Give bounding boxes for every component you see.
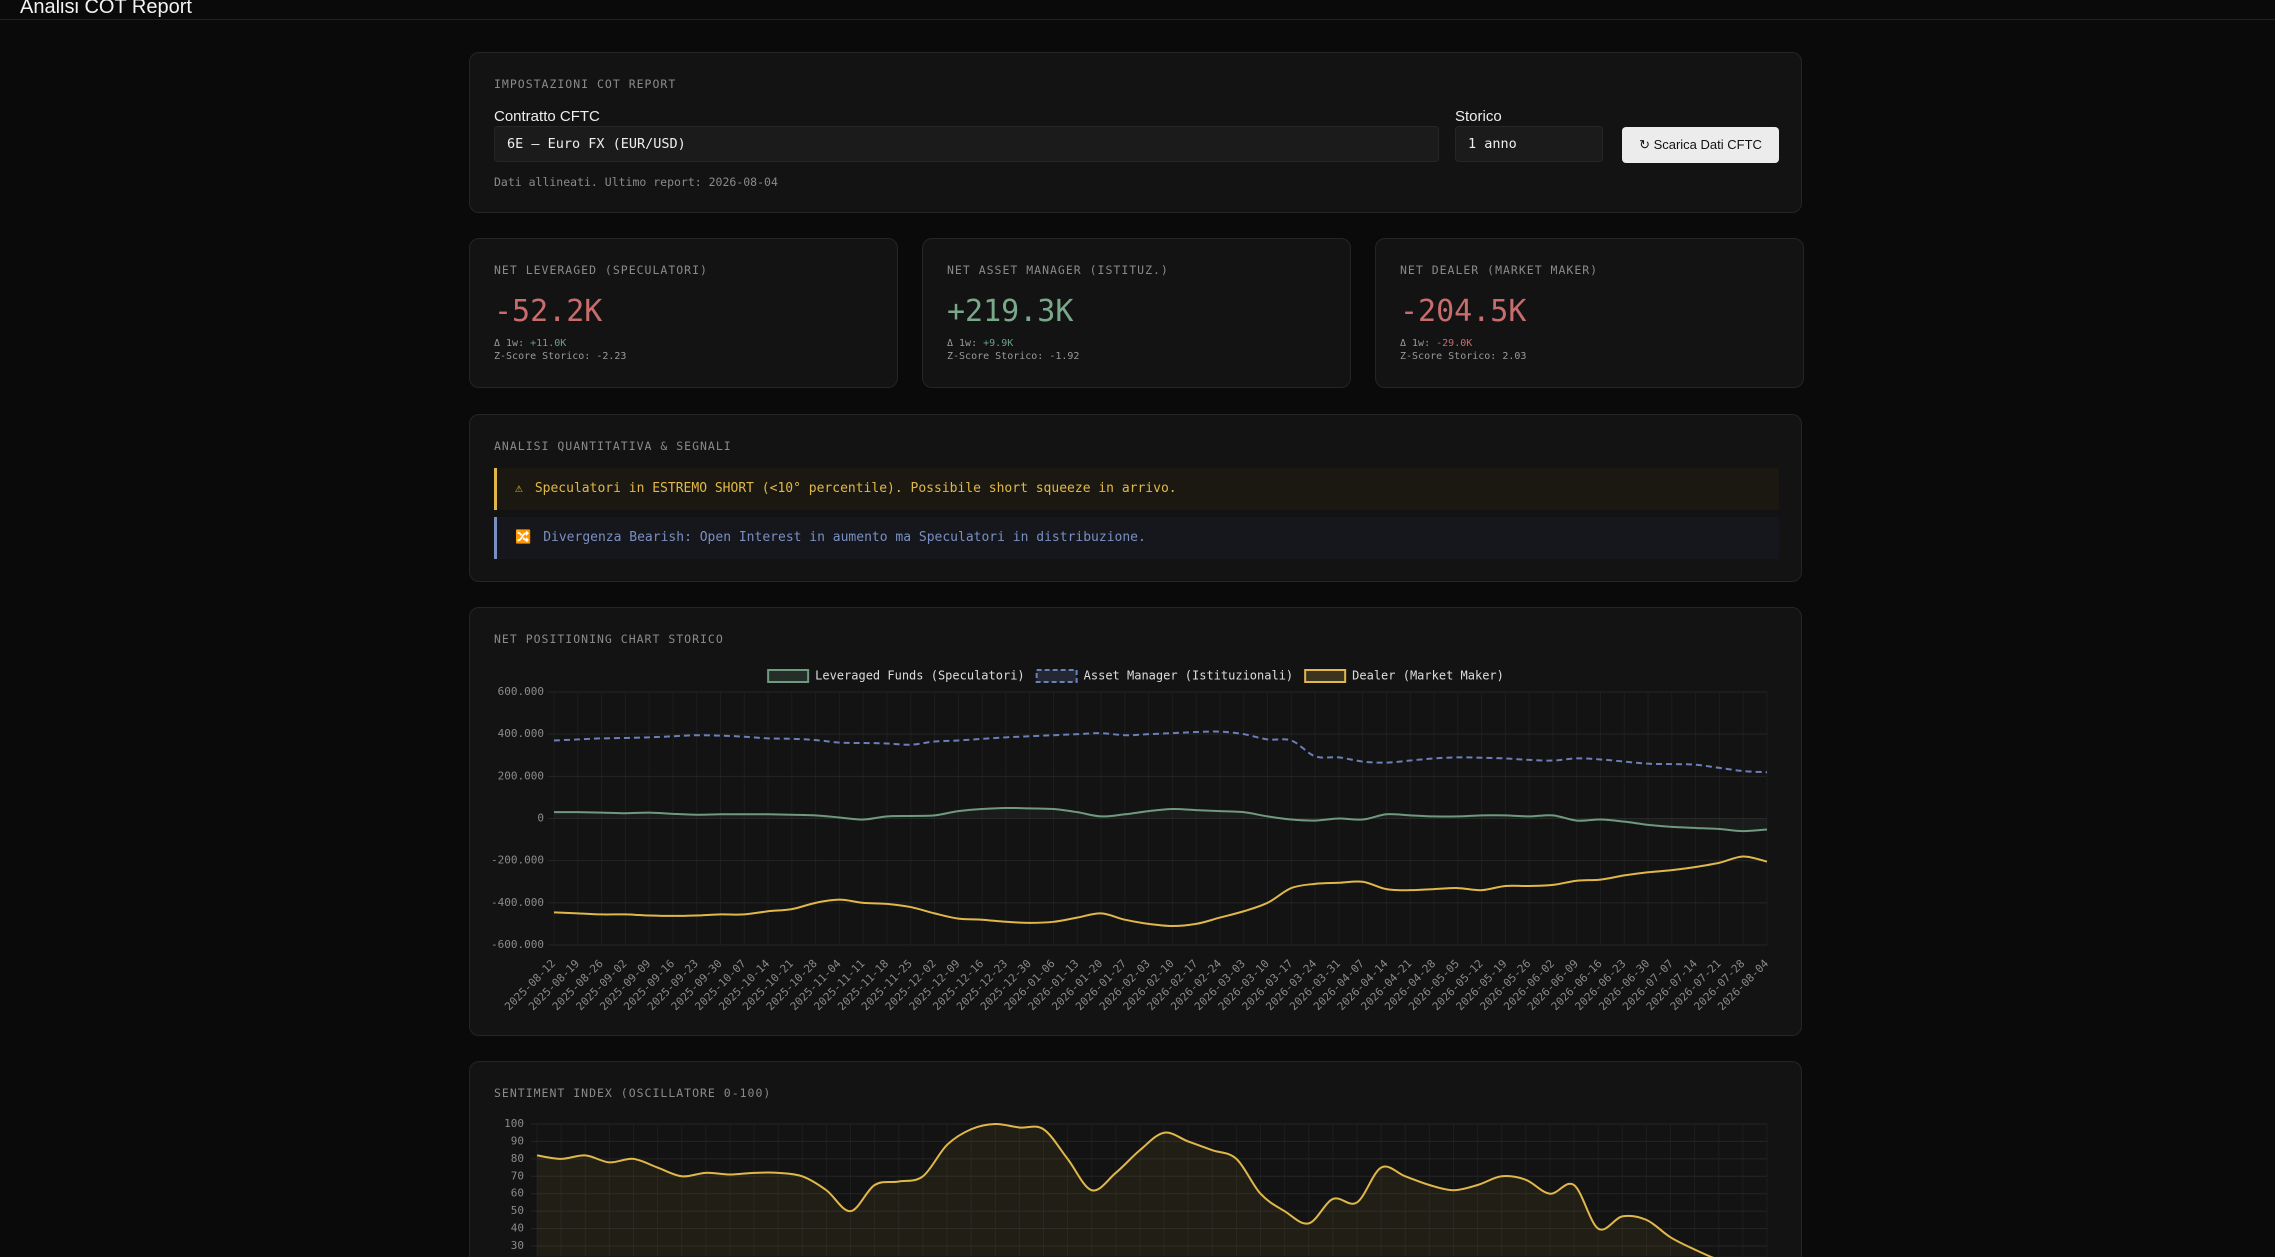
alert: 🔀 Divergenza Bearish: Open Interest in au… — [494, 517, 1779, 559]
metric-delta: Δ 1w: +9.9K — [947, 338, 1013, 349]
series-line — [536, 1122, 1714, 1257]
metric-zscore: Z-Score Storico: 2.03 — [1400, 351, 1527, 362]
legend-swatch — [767, 669, 810, 683]
metric-zscore: Z-Score Storico: -1.92 — [947, 351, 1080, 362]
y-tick-label: 600.000 — [498, 685, 544, 698]
metric-value: -52.2K — [494, 294, 603, 329]
card-title: SENTIMENT INDEX (OSCILLATORE 0-100) — [494, 1086, 772, 1100]
legend-label: Asset Manager (Istituzionali) — [1084, 669, 1294, 683]
legend-swatch — [1035, 669, 1078, 683]
alert: ⚠ Speculatori in ESTREMO SHORT (<10° perc… — [494, 468, 1779, 510]
delta-value: +9.9K — [983, 338, 1014, 349]
delta-value: +11.0K — [530, 338, 567, 349]
legend-label: Leveraged Funds (Speculatori) — [815, 669, 1025, 683]
y-tick-label: 40 — [511, 1222, 524, 1235]
settings-card: IMPOSTAZIONI COT REPORT Contratto CFTC 6… — [469, 52, 1802, 213]
y-tick-label: 50 — [511, 1204, 524, 1217]
metric-card: NET LEVERAGED (SPECULATORI) -52.2K Δ 1w: +… — [469, 238, 898, 388]
series-line — [553, 855, 1768, 928]
metric-value: +219.3K — [947, 294, 1074, 329]
y-tick-label: 400.000 — [498, 727, 544, 740]
delta-label: Δ 1w: — [494, 338, 525, 349]
metric-title: NET LEVERAGED (SPECULATORI) — [494, 263, 708, 277]
chart-group — [531, 1122, 1768, 1257]
alert-icon: 🔀 — [515, 530, 532, 545]
metric-title: NET ASSET MANAGER (ISTITUZ.) — [947, 263, 1169, 277]
y-tick-label: 30 — [511, 1239, 524, 1252]
y-tick-label: -600.000 — [491, 938, 544, 951]
alert-icon: ⚠ — [515, 481, 523, 496]
y-tick-label: 80 — [511, 1152, 524, 1165]
signals-card: ANALISI QUANTITATIVA & SEGNALI ⚠ Speculat… — [469, 414, 1802, 582]
y-tick-label: 100 — [504, 1117, 524, 1130]
metric-title: NET DEALER (MARKET MAKER) — [1400, 263, 1599, 277]
card-title: NET POSITIONING CHART STORICO — [494, 632, 724, 646]
y-tick-label: 60 — [511, 1187, 524, 1200]
metric-card: NET ASSET MANAGER (ISTITUZ.) +219.3K Δ 1w:… — [922, 238, 1351, 388]
metric-delta: Δ 1w: -29.0K — [1400, 338, 1472, 349]
y-tick-label: 200.000 — [498, 769, 544, 782]
legend: Leveraged Funds (Speculatori) Asset Manag… — [767, 669, 1504, 683]
y-tick-label: 90 — [511, 1134, 524, 1147]
card-title: IMPOSTAZIONI COT REPORT — [494, 77, 677, 91]
legend-label: Dealer (Market Maker) — [1352, 669, 1504, 683]
metric-zscore: Z-Score Storico: -2.23 — [494, 351, 627, 362]
status-text: Dati allineati. Ultimo report: 2026-08-0… — [494, 175, 778, 189]
legend-swatch — [1304, 669, 1347, 683]
header-border — [0, 19, 2275, 20]
metric-delta: Δ 1w: +11.0K — [494, 338, 566, 349]
delta-label: Δ 1w: — [947, 338, 978, 349]
field-label: Contratto CFTC — [494, 108, 600, 125]
delta-label: Δ 1w: — [1400, 338, 1431, 349]
field-label: Storico — [1455, 108, 1502, 125]
series-line — [553, 806, 1768, 833]
area-fill — [537, 1123, 1767, 1257]
y-tick-label: 0 — [537, 812, 544, 825]
card-title: ANALISI QUANTITATIVA & SEGNALI — [494, 439, 732, 453]
contract-select[interactable]: 6E — Euro FX (EUR/USD) — [494, 126, 1439, 162]
area-fill — [554, 807, 1767, 832]
chart-group — [548, 691, 1768, 946]
download-button[interactable]: ↻ Scarica Dati CFTC — [1622, 127, 1779, 163]
y-tick-label: 70 — [511, 1169, 524, 1182]
metric-value: -204.5K — [1400, 294, 1527, 329]
metric-card: NET DEALER (MARKET MAKER) -204.5K Δ 1w: -2… — [1375, 238, 1804, 388]
y-tick-label: -200.000 — [491, 854, 544, 867]
series-line — [553, 730, 1768, 774]
app-title: Analisi COT Report — [20, 0, 192, 18]
alert-text: Speculatori in ESTREMO SHORT (<10° perce… — [534, 481, 1177, 496]
y-tick-label: -400.000 — [491, 896, 544, 909]
delta-value: -29.0K — [1436, 338, 1473, 349]
alert-text: Divergenza Bearish: Open Interest in aum… — [543, 530, 1146, 545]
history-select[interactable]: 1 anno — [1455, 126, 1603, 162]
